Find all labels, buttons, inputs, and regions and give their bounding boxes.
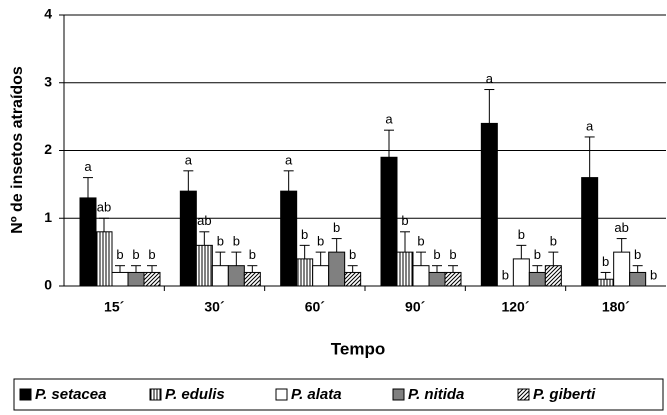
significance-letter: a <box>84 159 92 174</box>
bar <box>280 190 298 287</box>
significance-letter: b <box>132 247 139 262</box>
bar <box>528 271 546 287</box>
legend-box <box>13 378 664 411</box>
y-axis-label: Nº de insetos atraídos <box>9 66 26 234</box>
legend-swatch <box>19 388 32 401</box>
significance-letter: b <box>217 234 224 249</box>
bar <box>79 197 97 287</box>
bar <box>428 271 446 287</box>
significance-letter: b <box>301 227 308 242</box>
significance-letter: b <box>148 247 155 262</box>
significance-letter: b <box>550 234 557 249</box>
significance-letter: b <box>249 247 256 262</box>
bar <box>444 271 462 287</box>
bar <box>512 258 530 287</box>
bar <box>396 251 414 287</box>
x-tick-label: 30´ <box>204 299 225 315</box>
bar <box>95 231 113 287</box>
significance-letter: b <box>534 247 541 262</box>
significance-letter: a <box>285 152 293 167</box>
legend-label: P. setacea <box>35 386 106 403</box>
bar <box>629 271 647 287</box>
significance-letter: a <box>185 152 193 167</box>
significance-letter: b <box>449 247 456 262</box>
bar <box>243 271 261 287</box>
bar <box>227 265 245 287</box>
significance-letter: ab <box>97 200 111 215</box>
y-tick-label: 4 <box>44 6 52 22</box>
significance-letter: a <box>586 118 594 133</box>
significance-letter: b <box>233 234 240 249</box>
bar <box>179 190 197 287</box>
significance-letter: b <box>502 267 509 282</box>
bar <box>412 265 430 287</box>
significance-letter: b <box>518 227 525 242</box>
legend-swatch <box>392 388 405 401</box>
bar <box>380 156 398 287</box>
y-tick-label: 0 <box>44 277 52 293</box>
significance-letter: b <box>602 254 609 269</box>
y-tick-label: 1 <box>44 209 52 225</box>
significance-letter: b <box>401 213 408 228</box>
legend-swatch <box>517 388 530 401</box>
bar <box>195 244 213 287</box>
significance-letter: b <box>333 220 340 235</box>
bar <box>127 271 145 287</box>
legend-label: P. giberti <box>533 386 596 403</box>
x-tick-label: 90´ <box>405 299 426 315</box>
significance-letter: b <box>349 247 356 262</box>
significance-letter: ab <box>197 213 211 228</box>
significance-letter: b <box>116 247 123 262</box>
significance-letter: b <box>433 247 440 262</box>
x-tick-label: 180´ <box>602 299 630 315</box>
bar <box>544 265 562 287</box>
significance-letter: b <box>317 234 324 249</box>
x-tick-label: 15´ <box>104 299 125 315</box>
bar <box>143 271 161 287</box>
bar <box>296 258 314 287</box>
significance-letter: b <box>417 234 424 249</box>
bar <box>344 271 362 287</box>
legend-label: P. nitida <box>408 386 464 403</box>
x-tick-label: 60´ <box>305 299 326 315</box>
significance-letter: ab <box>614 220 628 235</box>
significance-letter: b <box>634 247 641 262</box>
bar <box>597 278 615 287</box>
significance-letter: a <box>486 71 494 86</box>
y-tick-label: 3 <box>44 73 52 89</box>
bar <box>211 265 229 287</box>
significance-letter: a <box>385 112 393 127</box>
x-tick-label: 120´ <box>501 299 529 315</box>
x-axis-label: Tempo <box>331 339 385 358</box>
bar <box>480 122 498 287</box>
bar <box>312 265 330 287</box>
legend-label: P. edulis <box>165 386 225 403</box>
bar <box>328 251 346 287</box>
legend-label: P. alata <box>291 386 342 403</box>
legend-swatch <box>275 388 288 401</box>
bar <box>111 271 129 287</box>
significance-letter: b <box>650 267 657 282</box>
bar <box>581 177 599 287</box>
legend-swatch <box>149 388 162 401</box>
y-tick-label: 2 <box>44 141 52 157</box>
bar <box>613 251 631 287</box>
